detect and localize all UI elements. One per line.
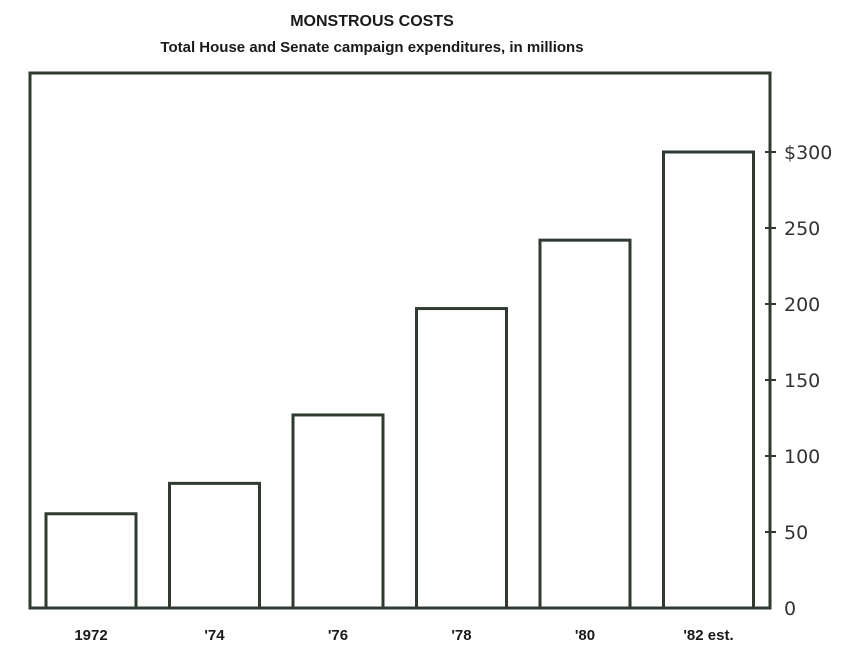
x-category-label: '82 est. <box>683 627 733 644</box>
chart-subtitle: Total House and Senate campaign expendit… <box>160 39 583 56</box>
bar <box>415 307 508 610</box>
y-tick-label: $300 <box>784 142 832 164</box>
y-tick-label: 100 <box>784 446 820 468</box>
y-tick-label: 200 <box>784 294 820 316</box>
y-tick-label: 50 <box>784 522 808 544</box>
plot-frame <box>28 71 772 610</box>
x-category-label: '78 <box>451 627 471 644</box>
plot-area: 0 50 100 150 200 250 $300 1972 '74 '76 '78 '80 '82 e… <box>28 71 832 644</box>
x-category-label: '76 <box>328 627 348 644</box>
bar <box>662 150 755 610</box>
x-category-label: '74 <box>204 627 225 644</box>
y-tick-label: 250 <box>784 218 820 240</box>
y-tick-label: 150 <box>784 370 820 392</box>
bar <box>291 413 385 610</box>
x-category-label: '80 <box>575 627 595 644</box>
bar <box>538 238 632 610</box>
chart-title: MONSTROUS COSTS <box>290 13 454 30</box>
x-category-label: 1972 <box>74 627 107 644</box>
bar <box>168 481 261 610</box>
y-tick-label: 0 <box>784 598 796 620</box>
bar <box>44 512 138 610</box>
